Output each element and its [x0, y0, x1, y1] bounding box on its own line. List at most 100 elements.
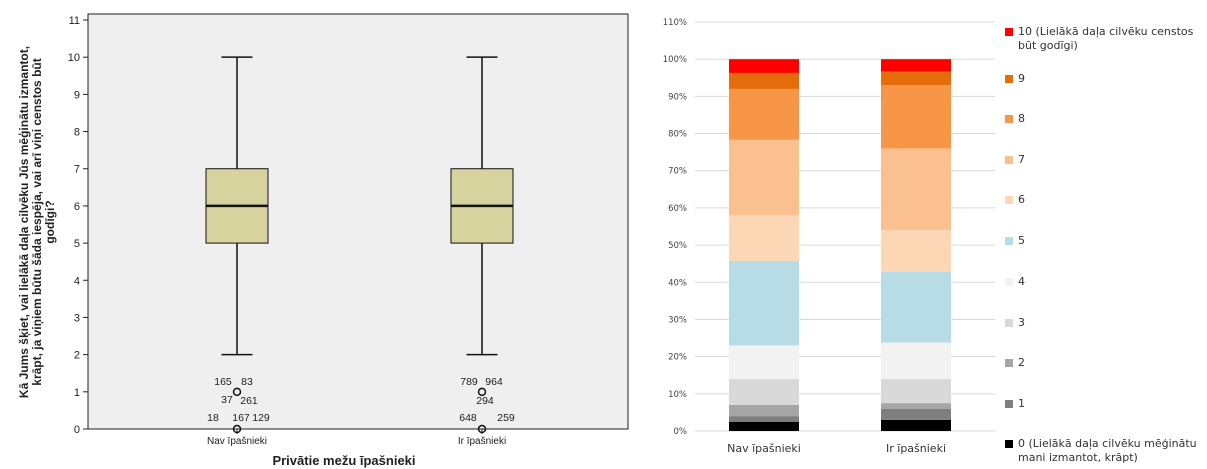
bar-segment	[881, 148, 951, 231]
bar-segment	[881, 230, 951, 272]
legend-swatch	[1005, 196, 1013, 204]
outlier-label: 259	[497, 412, 515, 424]
bar-stack	[881, 59, 951, 431]
y-tick-label: 2	[74, 350, 80, 362]
y-tick-label: 40%	[668, 278, 687, 288]
outlier-label: 294	[476, 395, 494, 407]
y-tick-label: 8	[74, 127, 80, 139]
legend-label: 7	[1018, 153, 1025, 166]
y-tick-label: 6	[74, 201, 80, 213]
bar-segment	[729, 139, 799, 216]
y-tick-label: 10	[68, 52, 80, 64]
bar-segment	[881, 378, 951, 404]
bar-segment	[729, 88, 799, 140]
y-tick-label: 5	[74, 238, 80, 250]
box-group: 789 964 294 648 259	[450, 56, 515, 434]
y-tick-label: 30%	[668, 315, 687, 325]
legend-label: 9	[1018, 72, 1025, 85]
legend-swatch	[1005, 440, 1013, 448]
legend-item: 8	[1005, 112, 1198, 126]
outlier-point	[232, 424, 242, 434]
outlier-label: 261	[240, 395, 258, 407]
y-tick-label: 80%	[668, 130, 687, 140]
outlier-point	[477, 387, 487, 397]
y-tick-label: 10%	[668, 390, 687, 400]
bar-segment	[881, 408, 951, 420]
outlier-point	[232, 387, 242, 397]
bar-segment	[729, 72, 799, 89]
legend-item: 1	[1005, 397, 1198, 411]
bar-segment	[881, 271, 951, 343]
x-tick-label: Ir īpašnieki	[458, 436, 506, 447]
bar-segment	[729, 215, 799, 261]
outlier-label: 37	[221, 394, 233, 406]
legend-label: 2	[1018, 356, 1025, 369]
boxplot-y-axis: 0 1 2 3 4 5 6 7 8 9 10 11	[68, 15, 88, 436]
bar-segment	[729, 59, 799, 73]
y-tick-label: 20%	[668, 353, 687, 363]
x-tick-label: Nav īpašnieki	[207, 436, 267, 447]
bar-segment	[729, 404, 799, 417]
boxplot-y-axis-title: Kā Jums šķiet, vai lielākā daļa cilvēku …	[17, 46, 57, 398]
legend-item: 0 (Lielākā daļa cilvēku mēģinātu mani iz…	[1005, 437, 1198, 465]
bar-stack	[729, 59, 799, 431]
bar-segment	[729, 260, 799, 346]
bar-segment	[729, 378, 799, 405]
legend-item: 10 (Lielākā daļa cilvēku censtos būt god…	[1005, 25, 1198, 53]
stacked-bar-chart: 0% 10% 20% 30% 40% 50% 60% 70% 80% 90% 100% 110% Na…	[663, 18, 995, 455]
outlier-label: 129	[252, 412, 270, 424]
legend-label: 0 (Lielākā daļa cilvēku mēģinātu mani iz…	[1018, 437, 1197, 464]
x-tick-label: Ir īpašnieki	[886, 442, 946, 455]
y-tick-label: 3	[74, 312, 80, 324]
y-tick-label: 1	[74, 387, 80, 399]
outlier-label: 964	[485, 376, 503, 388]
boxplot-x-axis: Nav īpašnieki Ir īpašnieki	[207, 429, 506, 447]
legend-swatch	[1005, 237, 1013, 245]
outlier-label: 83	[241, 376, 253, 388]
legend-item: 2	[1005, 356, 1198, 370]
outlier-label: 167	[232, 412, 250, 424]
legend-label: 4	[1018, 275, 1025, 288]
outlier-label: 18	[207, 412, 219, 424]
y-tick-label: 4	[74, 275, 80, 287]
bar-segment	[881, 59, 951, 72]
box-group: 165 83 37 261 18 167 129	[205, 56, 270, 434]
legend-item: 6	[1005, 193, 1198, 207]
bar-x-axis: Nav īpašnieki Ir īpašnieki	[727, 442, 946, 455]
legend-label: 5	[1018, 234, 1025, 247]
outlier-point	[477, 424, 487, 434]
legend-swatch	[1005, 75, 1013, 83]
legend-label: 3	[1018, 316, 1025, 329]
outlier-label: 648	[459, 412, 477, 424]
legend-swatch	[1005, 359, 1013, 367]
bar-segment	[729, 345, 799, 379]
y-tick-label: 100%	[663, 55, 687, 65]
legend-swatch	[1005, 319, 1013, 327]
legend-item: 4	[1005, 275, 1198, 289]
legend-swatch	[1005, 156, 1013, 164]
y-tick-label: 70%	[668, 167, 687, 177]
bar-segment	[881, 71, 951, 86]
bar-segment	[881, 419, 951, 431]
y-tick-label: 7	[74, 164, 80, 176]
outlier-label: 789	[460, 376, 478, 388]
legend-item: 7	[1005, 153, 1198, 167]
legend-swatch	[1005, 278, 1013, 286]
legend-item: 9	[1005, 72, 1198, 86]
outlier-label: 165	[214, 376, 232, 388]
y-title-line: krāpt, ja viņiem būtu šāda iespēja, vai …	[30, 58, 44, 385]
boxplot-plot-area	[87, 13, 629, 430]
legend-item: 5	[1005, 234, 1198, 248]
bar-segment	[729, 416, 799, 422]
y-tick-label: 0%	[674, 427, 688, 437]
bar-segment	[881, 85, 951, 149]
y-title-line: godīgi?	[43, 200, 57, 243]
bar-segment	[729, 421, 799, 431]
legend-item: 3	[1005, 316, 1198, 330]
legend-label: 8	[1018, 112, 1025, 125]
y-tick-label: 50%	[668, 241, 687, 251]
y-tick-label: 60%	[668, 204, 687, 214]
legend-swatch	[1005, 28, 1013, 36]
y-title-line: Kā Jums šķiet, vai lielākā daļa cilvēku …	[17, 46, 31, 398]
x-tick-label: Nav īpašnieki	[727, 442, 801, 455]
